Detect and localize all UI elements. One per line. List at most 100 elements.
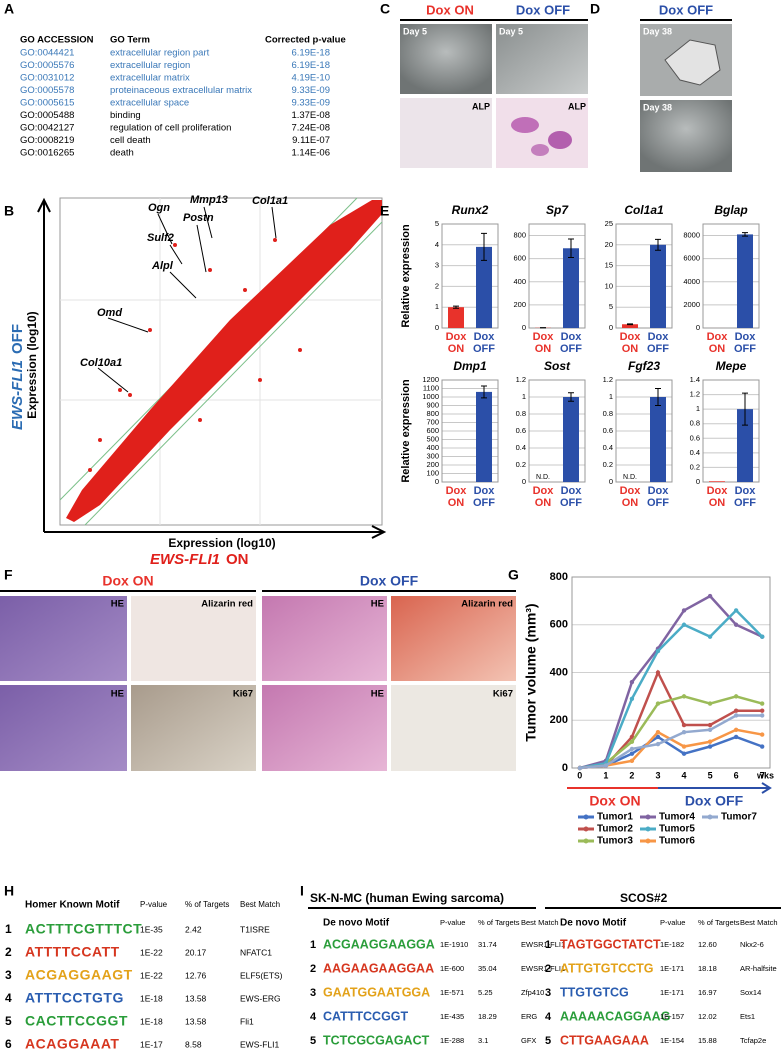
condition-header: Dox OFF: [360, 573, 419, 589]
histology-images: [0, 596, 516, 771]
legend-marker: [583, 826, 589, 832]
table-cell: 4.19E-10: [291, 73, 330, 84]
image-label: ALP: [472, 101, 490, 111]
table-cell: proteinaceous extracellular matrix: [110, 85, 252, 96]
data-point: [707, 744, 713, 749]
table-cell: 1E-35: [140, 924, 163, 934]
value-label: N.D.: [623, 474, 637, 481]
table-cell: 1E-22: [140, 947, 163, 957]
bar: [650, 397, 666, 482]
table-cell: 1E-18: [140, 993, 163, 1003]
y-tick-label: 0.4: [516, 443, 526, 452]
table-cell: 16.97: [698, 988, 717, 997]
table-cell: 12.60: [698, 940, 717, 949]
x-tick-label: 2: [629, 770, 634, 780]
x-tick-label: Dox OFF: [473, 485, 495, 509]
table-cell: ELF5(ETS): [240, 970, 283, 980]
data-point: [629, 746, 635, 752]
legend-label: Tumor6: [659, 836, 695, 847]
data-point: [759, 701, 765, 706]
table-cell: 13.58: [185, 1016, 207, 1026]
data-point: [681, 622, 687, 627]
y-tick-label: 200: [426, 460, 439, 469]
axis-label: Expression (log10): [168, 536, 275, 550]
gene-label: Alpl: [151, 260, 174, 272]
table-cell: 1E-182: [660, 940, 684, 949]
data-point: [733, 622, 739, 627]
data-point: [629, 739, 635, 744]
error-bar: [481, 232, 487, 261]
y-tick-label: 400: [513, 277, 526, 286]
axis-label: Relative expression: [400, 379, 412, 483]
y-tick-label: 600: [426, 426, 439, 435]
table-cell: EWS-FLI1: [240, 1039, 279, 1049]
y-tick-label: 0.4: [603, 443, 613, 452]
image-label: ALP: [568, 101, 586, 111]
table-title: SK-N-MC (human Ewing sarcoma): [310, 891, 504, 905]
table-cell: GO:0042127: [20, 123, 74, 134]
table-cell: extracellular region: [110, 60, 190, 71]
image-label: HE: [371, 599, 384, 610]
motif-logo: TAGTGGCTATCT: [560, 937, 661, 951]
data-point: [733, 713, 739, 718]
y-tick-label: 0.2: [690, 462, 700, 471]
panel-letter: A: [4, 1, 14, 17]
table-cell: 2: [545, 963, 551, 975]
y-tick-label: 100: [426, 468, 439, 477]
x-tick-label: 4: [682, 770, 687, 780]
condition-header: Dox OFF: [659, 2, 713, 17]
error-bar: [627, 323, 633, 326]
table-cell: GO:0005488: [20, 110, 74, 121]
table-cell: Tcfap2e: [740, 1036, 766, 1045]
image-label: Day 5: [499, 26, 523, 36]
bar: [737, 234, 753, 328]
table-cell: 13.58: [185, 993, 207, 1003]
chart-title: Sp7: [546, 203, 569, 217]
legend-marker: [583, 838, 589, 844]
table-cell: GFX: [521, 1036, 536, 1045]
error-bar: [655, 388, 661, 406]
axis-unit: wks: [756, 770, 774, 780]
legend-marker: [645, 826, 651, 832]
table-cell: extracellular region part: [110, 48, 210, 59]
condition-header: Dox ON: [426, 2, 474, 17]
y-tick-label: 1.2: [690, 390, 700, 399]
table-cell: binding: [110, 110, 141, 121]
panel-letter: D: [590, 1, 600, 17]
table-cell: GO:0016265: [20, 148, 74, 159]
table-cell: Fli1: [240, 1016, 254, 1026]
table-cell: 1E-18: [140, 1016, 163, 1026]
data-point: [707, 722, 713, 728]
y-tick-label: 1100: [423, 383, 439, 392]
image-label: Ki67: [233, 689, 253, 700]
x-tick-label: 0: [577, 770, 582, 780]
motif-logo: ACTTTCGTTTCT: [25, 921, 142, 937]
plot-frame: [441, 223, 499, 329]
legend-label: Tumor1: [597, 812, 633, 823]
data-point: [733, 608, 739, 613]
table-cell: 5: [545, 1035, 551, 1047]
data-point: [655, 734, 661, 740]
y-tick-label: 1.2: [603, 375, 613, 384]
table-cell: GO:0005576: [20, 60, 74, 71]
table-cell: Nkx2-6: [740, 940, 764, 949]
panel-letter: C: [380, 1, 390, 17]
micrograph-images: [400, 24, 732, 172]
image-label: Alizarin red: [461, 599, 513, 610]
chart-title: Bglap: [714, 203, 747, 217]
motif-logo: ACGAAGGAAGGA: [323, 937, 435, 951]
scatter-plot: [37, 197, 387, 539]
x-tick-label: Dox ON: [445, 485, 467, 509]
y-tick-label: 400: [550, 666, 568, 678]
bar: [448, 307, 464, 328]
y-tick-label: 0.6: [516, 426, 526, 435]
motif-logo: ATTGTGTCCTG: [560, 961, 654, 975]
bar: [476, 246, 492, 328]
table-cell: 1E-288: [440, 1036, 464, 1045]
table-header: % of Targets: [698, 918, 740, 927]
table-cell: 1E-171: [660, 988, 684, 997]
bar: [650, 244, 666, 328]
y-tick-label: 900: [426, 400, 439, 409]
axis-label: Tumor volume (mm³): [523, 603, 539, 741]
